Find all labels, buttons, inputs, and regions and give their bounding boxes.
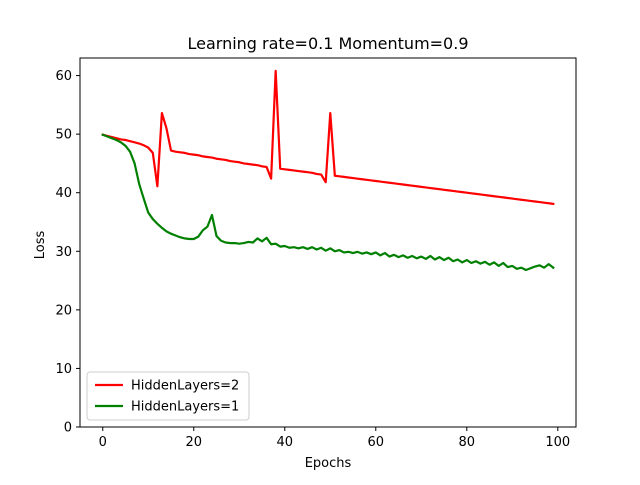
y-tick-label: 10 xyxy=(55,362,72,377)
series-line-1 xyxy=(101,69,555,206)
legend-label-2: HiddenLayers=1 xyxy=(131,400,239,415)
y-tick-label: 20 xyxy=(55,303,72,318)
x-tick-label: 40 xyxy=(276,435,293,450)
y-tick-label: 40 xyxy=(55,186,72,201)
x-axis-label: Epochs xyxy=(305,456,352,471)
y-tick-label: 50 xyxy=(55,128,72,143)
y-tick-label: 30 xyxy=(55,245,72,260)
x-tick-label: 0 xyxy=(99,435,107,450)
axes-frame xyxy=(79,57,577,428)
x-tick-label: 60 xyxy=(368,435,385,450)
legend-label-1: HiddenLayers=2 xyxy=(131,379,239,394)
legend-box xyxy=(86,371,250,421)
y-tick-label: 0 xyxy=(64,421,72,436)
series-line-2 xyxy=(101,133,555,272)
y-tick-label: 60 xyxy=(55,69,72,84)
x-tick-label: 80 xyxy=(459,435,476,450)
x-tick-label: 20 xyxy=(185,435,202,450)
x-tick-label: 100 xyxy=(545,435,570,450)
chart-title: Learning rate=0.1 Momentum=0.9 xyxy=(188,34,469,53)
y-axis-label: Loss xyxy=(33,231,48,260)
